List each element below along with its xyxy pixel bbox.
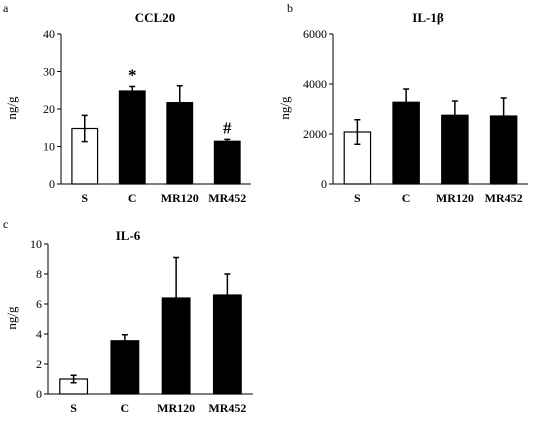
y-tick-label: 0 (321, 177, 327, 191)
bar-mr452 (489, 115, 518, 185)
chart-panel-c: c IL-6 ng/g 0 2 4 6 8 10 S C MR120 MR452 (3, 217, 253, 415)
x-tick-label: MR120 (157, 401, 195, 415)
chart-title: IL-6 (116, 228, 141, 243)
x-tick-label: S (70, 401, 77, 415)
significance-marker: * (128, 66, 137, 85)
bar-c (118, 90, 146, 185)
x-tick-label: S (81, 191, 88, 205)
bar-c (110, 340, 140, 395)
panel-letter: b (287, 1, 293, 15)
y-tick-label: 10 (30, 237, 42, 251)
bar-mr120 (161, 297, 191, 395)
y-tick-label: 40 (43, 27, 55, 41)
y-tick-label: 0 (36, 387, 42, 401)
x-tick-label: MR120 (436, 191, 474, 205)
y-axis-label: ng/g (4, 96, 19, 120)
panel-letter: c (3, 217, 8, 231)
y-tick-label: 0 (49, 177, 55, 191)
y-tick-label: 20 (43, 102, 55, 116)
bar-c (392, 101, 420, 185)
y-tick-label: 8 (36, 267, 42, 281)
chart-title: IL-1β (412, 10, 444, 25)
y-tick-label: 2000 (303, 127, 327, 141)
bar-mr452 (213, 140, 241, 185)
x-tick-label: MR452 (208, 401, 246, 415)
bar-mr120 (441, 114, 469, 185)
panel-letter: a (3, 1, 9, 15)
y-tick-label: 30 (43, 65, 55, 79)
y-tick-label: 4000 (303, 77, 327, 91)
significance-marker: # (223, 118, 232, 137)
x-tick-label: MR452 (208, 191, 246, 205)
x-tick-label: C (402, 191, 411, 205)
y-tick-label: 2 (36, 357, 42, 371)
x-tick-label: C (128, 191, 137, 205)
chart-panel-b: b IL-1β ng/g 0 2000 4000 6000 S C MR120 MR452 (277, 1, 528, 205)
bar-mr120 (166, 102, 194, 185)
chart-title: CCL20 (135, 10, 175, 25)
y-axis-label: ng/g (277, 96, 292, 120)
y-tick-label: 6000 (303, 27, 327, 41)
x-tick-label: MR120 (161, 191, 199, 205)
y-tick-label: 4 (36, 327, 42, 341)
bar-mr452 (212, 294, 242, 395)
y-tick-label: 10 (43, 140, 55, 154)
y-tick-label: 6 (36, 297, 42, 311)
x-tick-label: MR452 (485, 191, 523, 205)
y-axis-label: ng/g (4, 306, 19, 330)
x-tick-label: S (354, 191, 361, 205)
x-tick-label: C (121, 401, 130, 415)
chart-panel-a: a CCL20 ng/g 0 10 20 30 40 S * C MR120 # MR452 (3, 1, 251, 205)
